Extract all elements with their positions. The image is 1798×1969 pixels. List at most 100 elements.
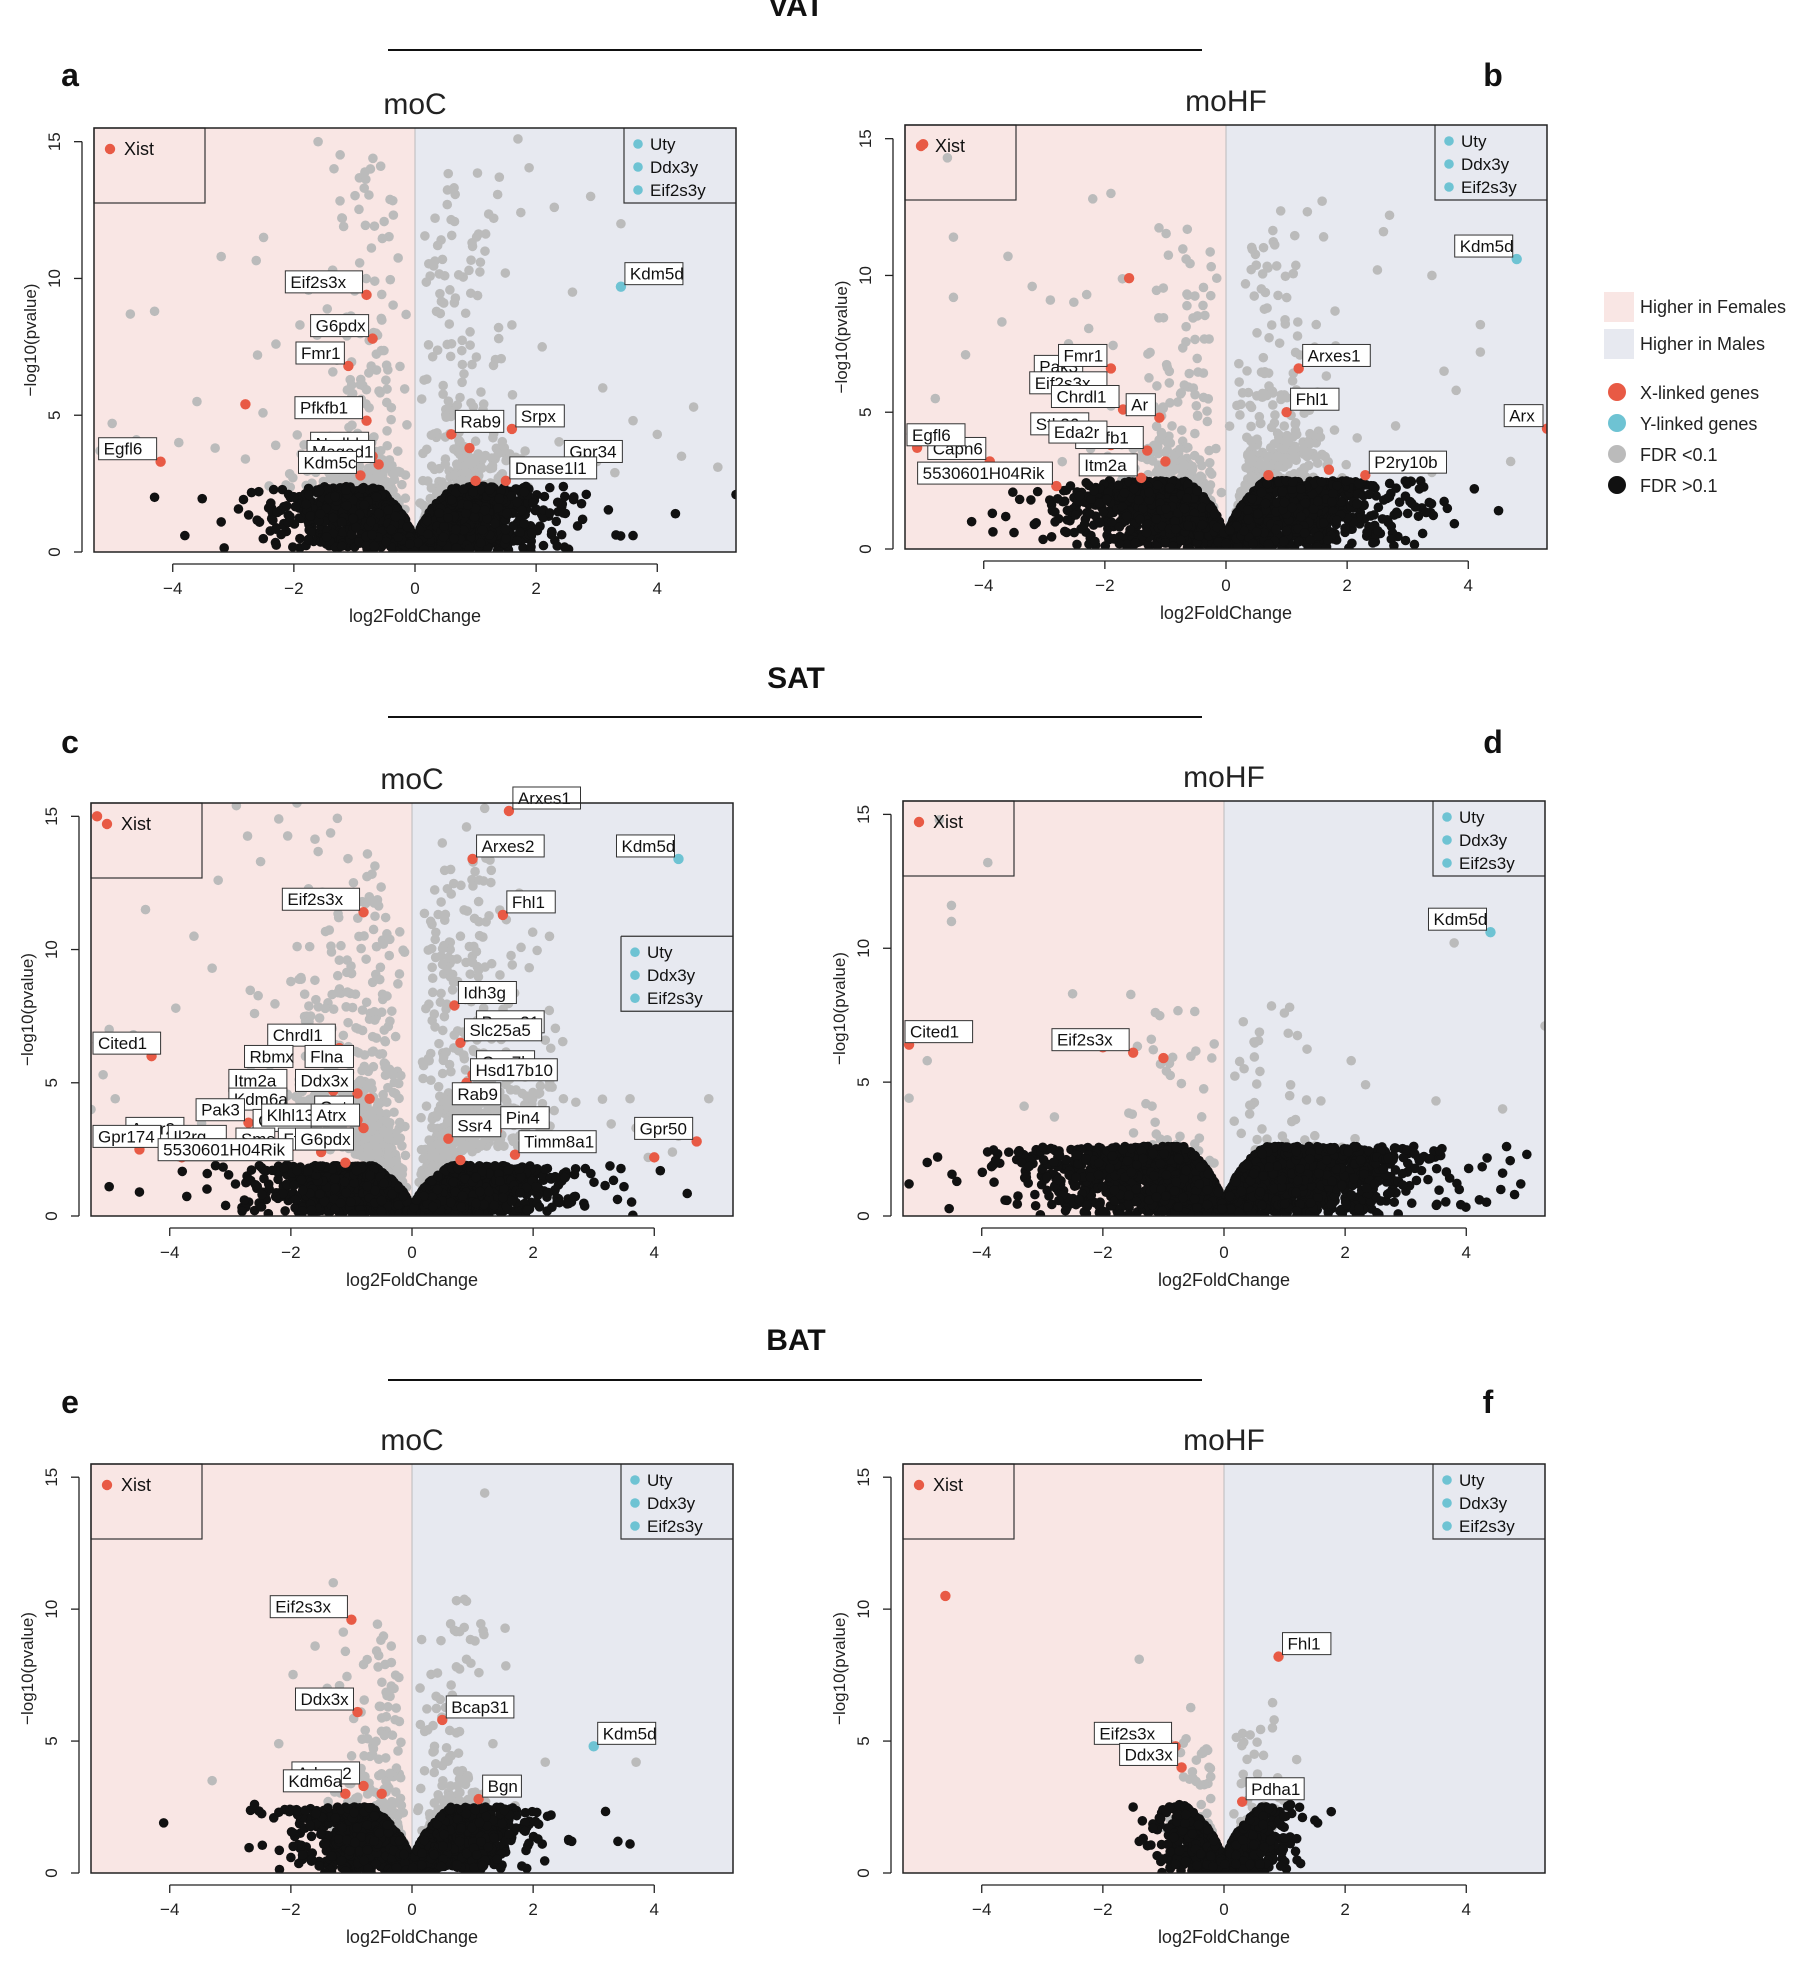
point-fdr-sig bbox=[1045, 295, 1056, 305]
point-fdr-ns bbox=[1130, 538, 1141, 549]
point-fdr-ns bbox=[1299, 528, 1310, 538]
point-fdr-ns bbox=[1100, 541, 1111, 549]
legend-label-x-linked: X-linked genes bbox=[1640, 383, 1759, 403]
point-fdr-sig bbox=[1427, 270, 1437, 281]
point-fdr-sig bbox=[446, 230, 457, 241]
point-fdr-sig bbox=[1161, 228, 1171, 239]
point-fdr-ns bbox=[305, 511, 316, 521]
point-fdr-ns bbox=[501, 533, 511, 544]
point-fdr-sig bbox=[1439, 366, 1449, 376]
point-fdr-sig bbox=[1280, 271, 1291, 282]
point-fdr-ns bbox=[1029, 519, 1040, 530]
point-fdr-sig bbox=[366, 243, 377, 253]
point-fdr-ns bbox=[268, 515, 278, 526]
point-fdr-ns bbox=[359, 500, 370, 510]
point-fdr-ns bbox=[1377, 514, 1388, 524]
point-x-linked bbox=[367, 333, 378, 344]
point-fdr-ns bbox=[512, 535, 523, 546]
point-fdr-sig bbox=[382, 384, 392, 394]
point-fdr-ns bbox=[283, 517, 293, 528]
point-fdr-ns bbox=[1141, 527, 1152, 538]
point-fdr-ns bbox=[515, 527, 525, 538]
legend-dot-x-linked bbox=[1608, 383, 1626, 401]
x-axis-label: log2FoldChange bbox=[349, 606, 481, 626]
point-fdr-sig bbox=[359, 183, 370, 193]
y-axis-label: −log10(pvalue) bbox=[21, 284, 40, 397]
point-fdr-sig bbox=[1204, 445, 1214, 456]
point-fdr-sig bbox=[507, 390, 518, 400]
point-fdr-ns bbox=[1143, 539, 1154, 549]
x-tick-label: 0 bbox=[410, 579, 419, 598]
point-fdr-sig bbox=[930, 393, 941, 404]
point-fdr-ns bbox=[477, 525, 488, 535]
point-fdr-sig bbox=[251, 255, 262, 266]
point-fdr-sig bbox=[1252, 328, 1262, 338]
point-fdr-sig bbox=[252, 350, 263, 360]
point-x-linked bbox=[361, 289, 372, 301]
point-fdr-sig bbox=[1211, 273, 1222, 284]
y-tick-label: 0 bbox=[45, 547, 64, 556]
legend-label-fdr-sig: FDR <0.1 bbox=[1640, 445, 1718, 465]
point-fdr-ns bbox=[1421, 507, 1432, 518]
point-fdr-sig bbox=[467, 359, 477, 370]
panel-letter: a bbox=[61, 57, 79, 93]
point-fdr-sig bbox=[285, 482, 296, 492]
point-fdr-ns bbox=[451, 487, 461, 498]
section-title-bat: BAT bbox=[766, 1324, 825, 1357]
point-fdr-ns bbox=[1281, 526, 1292, 536]
point-fdr-sig bbox=[299, 440, 309, 450]
point-fdr-ns bbox=[328, 512, 338, 523]
point-fdr-ns bbox=[423, 529, 433, 540]
point-fdr-sig bbox=[347, 388, 358, 399]
point-fdr-ns bbox=[243, 510, 254, 520]
point-fdr-ns bbox=[1008, 487, 1018, 498]
point-fdr-ns bbox=[246, 487, 257, 498]
point-fdr-sig bbox=[450, 293, 461, 303]
legend-dot-fdr-sig bbox=[1608, 445, 1626, 463]
point-fdr-sig bbox=[1163, 250, 1174, 260]
point-fdr-sig bbox=[1206, 261, 1216, 272]
point-fdr-sig bbox=[1303, 447, 1314, 457]
point-fdr-sig bbox=[258, 408, 268, 418]
point-fdr-ns bbox=[1409, 539, 1420, 549]
point-fdr-sig bbox=[393, 253, 403, 263]
point-fdr-ns bbox=[1369, 510, 1379, 520]
point-fdr-sig bbox=[1240, 482, 1251, 493]
point-fdr-ns bbox=[272, 507, 283, 518]
point-fdr-sig bbox=[1390, 421, 1401, 431]
point-fdr-ns bbox=[1400, 491, 1411, 501]
plot-frame bbox=[93, 127, 737, 553]
point-fdr-sig bbox=[1276, 394, 1286, 405]
point-fdr-sig bbox=[960, 349, 971, 360]
point-fdr-ns bbox=[367, 529, 377, 540]
point-fdr-ns bbox=[519, 518, 530, 529]
point-fdr-ns bbox=[252, 515, 262, 525]
point-x-linked bbox=[155, 456, 166, 467]
point-fdr-sig bbox=[1281, 292, 1292, 303]
point-fdr-sig bbox=[1268, 225, 1278, 236]
point-fdr-ns bbox=[559, 542, 570, 552]
point-fdr-sig bbox=[1232, 400, 1242, 411]
gene-label: Pfkfb1 bbox=[300, 399, 348, 418]
point-fdr-ns bbox=[1197, 519, 1208, 530]
point-fdr-sig bbox=[337, 213, 348, 224]
point-fdr-sig bbox=[361, 273, 372, 284]
y-inset-dot bbox=[633, 139, 643, 149]
point-fdr-sig bbox=[1258, 352, 1269, 363]
point-fdr-sig bbox=[1247, 454, 1258, 464]
point-fdr-ns bbox=[238, 494, 249, 505]
legend-swatch-males bbox=[1604, 329, 1634, 359]
point-fdr-sig bbox=[1164, 378, 1175, 388]
point-fdr-sig bbox=[453, 270, 464, 280]
point-fdr-sig bbox=[435, 308, 446, 319]
point-fdr-sig bbox=[997, 317, 1007, 327]
point-fdr-sig bbox=[125, 309, 136, 319]
point-fdr-sig bbox=[616, 218, 626, 229]
point-fdr-ns bbox=[603, 505, 614, 515]
section-title-sat: SAT bbox=[767, 662, 825, 695]
point-y-linked bbox=[615, 281, 627, 292]
point-fdr-sig bbox=[436, 296, 447, 307]
point-fdr-ns bbox=[1052, 493, 1063, 504]
point-fdr-sig bbox=[1003, 251, 1013, 262]
side-legend: Higher in Females Higher in Males X-link… bbox=[1604, 292, 1786, 496]
